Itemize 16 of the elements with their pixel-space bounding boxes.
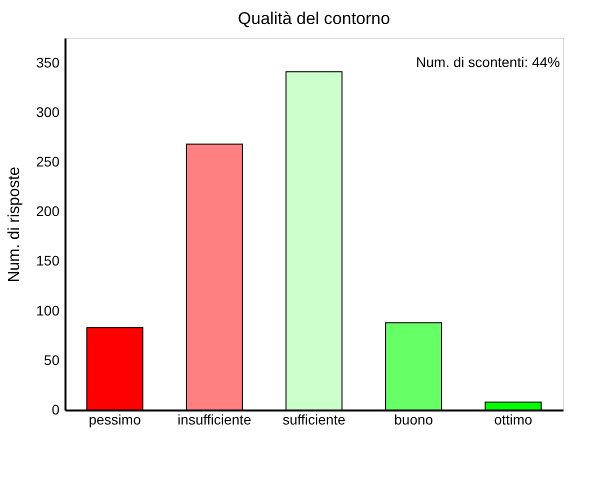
annotation: Num. di scontenti: 44% xyxy=(416,54,560,70)
y-axis-title: Num. di risposte xyxy=(6,166,24,282)
y-tick-label: 50 xyxy=(44,352,60,368)
x-tick-label: buono xyxy=(394,412,434,428)
x-tick-label: sufficiente xyxy=(282,412,346,428)
y-tick-label: 200 xyxy=(36,203,60,220)
y-tick-label: 0 xyxy=(52,402,60,418)
y-tick-label: 300 xyxy=(36,104,60,120)
chart-title: Qualità del contorno xyxy=(238,9,390,28)
y-tick-label: 250 xyxy=(36,154,60,170)
x-tick-label: ottimo xyxy=(494,412,532,428)
x-tick-label: pessimo xyxy=(88,412,142,428)
y-tick-label: 100 xyxy=(36,302,60,318)
y-tick-label: 350 xyxy=(36,54,60,70)
x-tick-label: insufficiente xyxy=(178,412,252,428)
y-tick-label: 150 xyxy=(36,252,60,269)
